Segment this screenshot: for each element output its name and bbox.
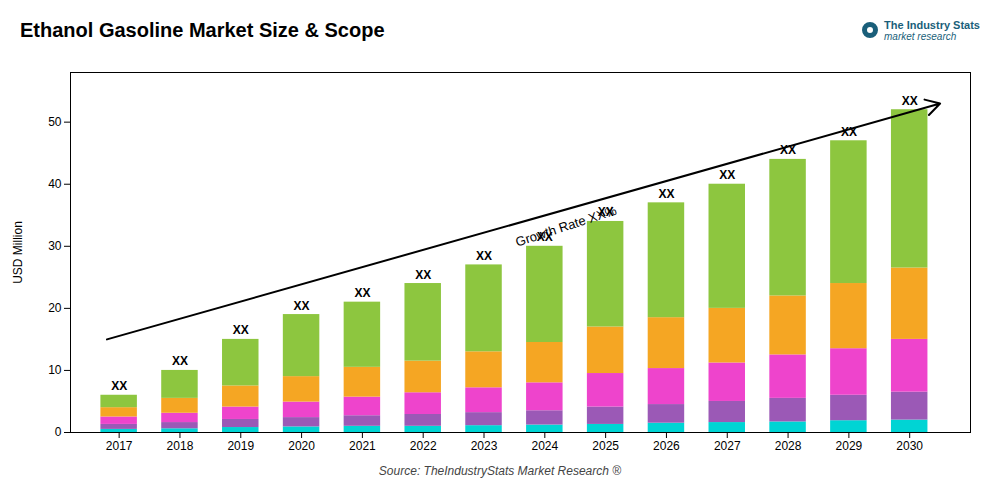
- svg-text:2022: 2022: [410, 439, 437, 453]
- svg-text:XX: XX: [658, 187, 674, 201]
- svg-text:XX: XX: [294, 299, 310, 313]
- svg-text:XX: XX: [354, 286, 370, 300]
- svg-text:2026: 2026: [653, 439, 680, 453]
- svg-text:XX: XX: [111, 379, 127, 393]
- svg-text:XX: XX: [172, 354, 188, 368]
- html-text:market research: market research: [884, 30, 957, 42]
- svg-text:2030: 2030: [896, 439, 923, 453]
- svg-text:2021: 2021: [349, 439, 376, 453]
- svg-text:XX: XX: [840, 124, 857, 139]
- html-text:The Industry Stats: The Industry Stats: [884, 18, 980, 31]
- svg-text:2024: 2024: [531, 439, 558, 453]
- svg-text:2017: 2017: [106, 439, 133, 453]
- svg-text:2027: 2027: [714, 439, 741, 453]
- html-text:Ethanol Gasoline Market Size &: Ethanol Gasoline Market Size & Scope: [20, 18, 385, 41]
- svg-text:2029: 2029: [836, 439, 863, 453]
- svg-text:XX: XX: [476, 249, 492, 263]
- svg-text:2020: 2020: [288, 439, 315, 453]
- html-text:Source: TheIndustryStats Marke: Source: TheIndustryStats Market Research…: [378, 464, 622, 478]
- svg-text:2028: 2028: [775, 439, 802, 453]
- svg-text:XX: XX: [719, 168, 735, 182]
- svg-text:20: 20: [48, 301, 62, 315]
- svg-text:0: 0: [55, 425, 62, 439]
- svg-text:2025: 2025: [592, 439, 619, 453]
- svg-text:50: 50: [48, 115, 62, 129]
- svg-text:XX: XX: [780, 143, 797, 158]
- svg-text:Growth Rate XX%: Growth Rate XX%: [514, 203, 619, 250]
- svg-text:2019: 2019: [227, 439, 254, 453]
- svg-text:2018: 2018: [167, 439, 194, 453]
- svg-text:XX: XX: [415, 268, 431, 282]
- svg-text:10: 10: [48, 363, 62, 377]
- svg-text:XX: XX: [233, 323, 249, 337]
- svg-text:XX: XX: [902, 94, 918, 108]
- svg-text:30: 30: [48, 239, 62, 253]
- svg-text:40: 40: [48, 177, 62, 191]
- svg-text:2023: 2023: [471, 439, 498, 453]
- svg-text:USD Million: USD Million: [11, 221, 25, 284]
